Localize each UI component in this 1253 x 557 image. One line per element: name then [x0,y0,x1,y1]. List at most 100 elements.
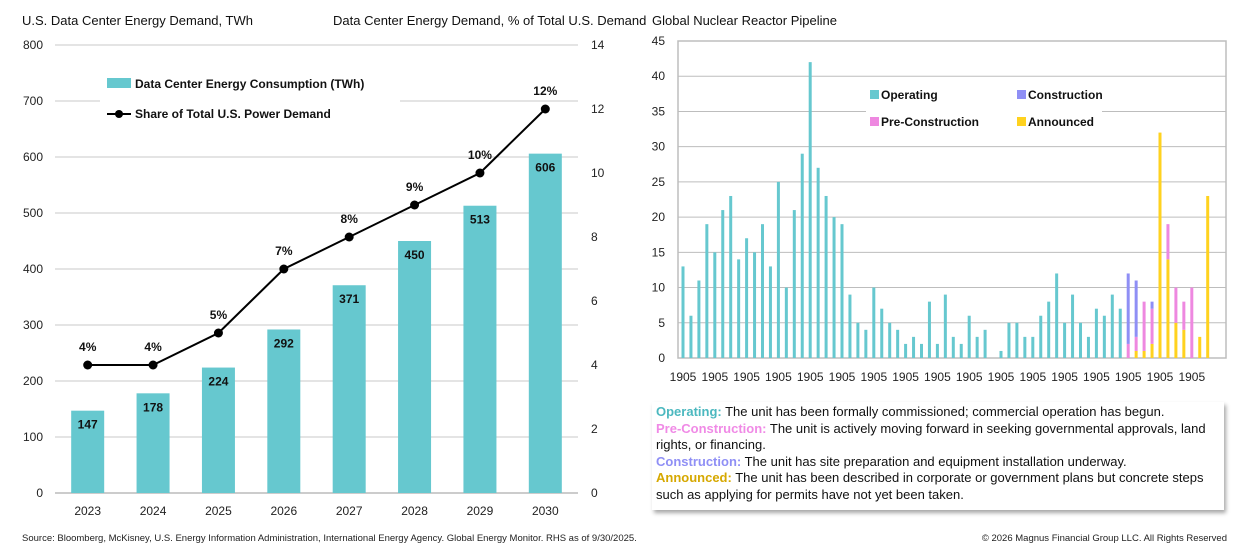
bar-value-label: 147 [78,418,98,432]
bar-value-label: 513 [470,213,490,227]
legend-label-bars: Data Center Energy Consumption (TWh) [135,77,364,91]
bar-announced [1174,322,1178,358]
bar-construction [1126,273,1130,344]
bar-construction [1134,280,1138,337]
x-tick-label: 1905 [892,370,919,384]
x-tick-label: 1905 [765,370,792,384]
legend-background [866,86,1102,136]
x-tick-label: 2030 [532,504,559,518]
y-tick-label: 30 [652,140,666,154]
legend-label-line: Share of Total U.S. Power Demand [135,107,331,121]
right-axis-tick-label: 0 [591,486,598,500]
x-tick-label: 2029 [467,504,494,518]
bar-operating [800,153,804,358]
bar-operating [935,343,939,358]
legend-background [100,72,400,126]
bar-operating [920,343,923,358]
bar-operating [1031,336,1035,358]
share-line [87,108,547,366]
bar-operating [1055,273,1059,358]
y-tick-label: 15 [652,245,666,259]
bar-operating [1071,294,1075,358]
bar-operating [880,308,884,358]
right-axis-tick-label: 4 [591,358,598,372]
note-announced: Announced: The unit has been described i… [656,470,1220,503]
bar-announced [1166,259,1170,358]
bar-2030 [528,153,562,493]
y-tick-label: 40 [652,69,666,83]
source-footnote: Source: Bloomberg, McKisney, U.S. Energy… [22,533,637,544]
x-tick-label: 2024 [140,504,167,518]
bar-value-label: 371 [339,292,359,306]
bar-operating [681,266,685,358]
share-point-2023 [83,360,93,370]
bar-operating [713,252,717,358]
bar-operating [808,62,812,359]
left-axis-tick-label: 200 [23,374,43,388]
y-tick-label: 10 [652,281,666,295]
bar-pre-construction [1182,301,1186,330]
share-label: 4% [79,340,97,354]
bar-value-label: 292 [274,336,294,350]
note-term: Announced: [656,470,732,485]
bar-announced [1142,350,1146,358]
x-tick-label: 2027 [336,504,363,518]
share-label: 5% [210,308,228,322]
note-pre-construction: Pre-Construction: The unit is actively m… [656,421,1220,454]
share-label: 12% [533,84,557,98]
bar-announced [1134,350,1138,358]
x-tick-label: 1905 [670,370,697,384]
bar-operating [776,181,780,358]
bar-operating [943,294,947,358]
bar-operating [1039,315,1043,358]
bar-operating [721,210,725,358]
bar-pre-construction [1150,308,1154,344]
bar-pre-construction [1166,224,1170,260]
share-point-2027 [344,232,354,242]
y-tick-label: 35 [652,104,666,118]
bar-2025 [201,367,235,493]
bar-operating [1063,322,1067,358]
status-definitions-box: Operating: The unit has been formally co… [652,402,1224,510]
x-tick-label: 1905 [988,370,1015,384]
bar-operating [1015,322,1019,358]
left-axis-tick-label: 300 [23,318,43,332]
bar-pre-construction [1190,287,1194,358]
bar-2028 [398,241,432,493]
left-chart-title: U.S. Data Center Energy Demand, TWh [22,13,253,28]
legend-swatch-pre-construction [870,117,879,126]
bar-value-label: 224 [208,375,228,389]
legend-swatch-construction [1017,90,1026,99]
bar-pre-construction [1142,301,1146,351]
left-axis-tick-label: 400 [23,262,43,276]
y-tick-label: 5 [658,316,665,330]
note-term: Pre-Construction: [656,420,767,436]
bar-operating [729,195,733,358]
bar-operating [983,329,987,358]
left-axis-tick-label: 800 [23,38,43,52]
y-tick-label: 45 [652,34,666,48]
bar-operating [975,336,979,358]
share-point-2025 [213,328,223,338]
x-tick-label: 1905 [701,370,728,384]
bar-pre-construction [1174,287,1178,323]
bar-announced [1206,195,1210,358]
bar-operating [1110,294,1114,358]
share-label: 7% [275,244,293,258]
x-tick-label: 1905 [924,370,951,384]
x-tick-label: 2023 [74,504,101,518]
bar-operating [872,287,876,358]
note-term: Operating: [656,404,722,419]
bar-operating [1079,322,1082,358]
note-text: The unit has been formally commissioned;… [721,404,1165,419]
x-tick-label: 1905 [797,370,824,384]
bar-operating [1023,336,1027,358]
bar-operating [967,315,971,358]
x-tick-label: 2026 [270,504,297,518]
bar-operating [1094,308,1098,358]
right-axis-tick-label: 14 [591,38,605,52]
bar-operating [927,301,931,358]
left-axis-tick-label: 600 [23,150,43,164]
bar-operating [1118,308,1122,358]
